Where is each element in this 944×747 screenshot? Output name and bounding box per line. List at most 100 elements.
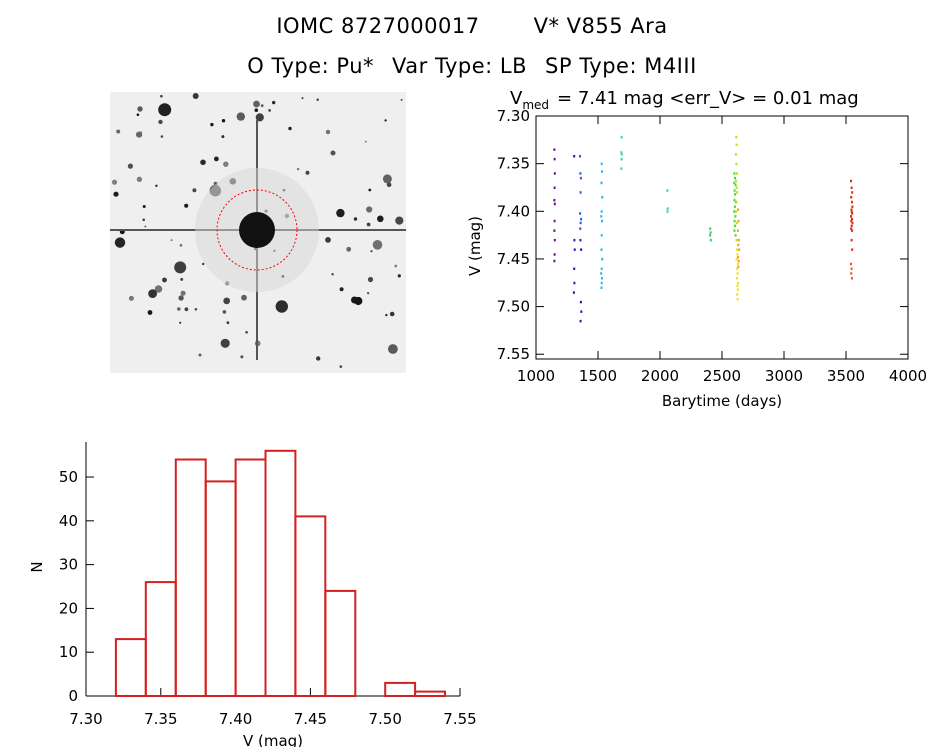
lightcurve-point [553, 186, 556, 189]
finder-star [330, 150, 336, 156]
lightcurve-point [735, 257, 738, 261]
lightcurve-point [600, 286, 603, 289]
finder-star [397, 274, 401, 278]
finder-star [202, 262, 205, 266]
histogram-bar [324, 589, 357, 698]
lightcurve-point [572, 291, 575, 294]
histogram-ytick-label: 20 [59, 599, 78, 617]
lightcurve-point [851, 205, 854, 208]
finder-star [395, 216, 404, 225]
lightcurve-point [601, 219, 603, 223]
star-name: V* V855 Ara [533, 14, 668, 38]
lightcurve-point [851, 248, 854, 251]
lightcurve-point [735, 179, 738, 183]
finder-star [389, 311, 395, 317]
var-type: Var Type: LB [392, 54, 528, 78]
histogram-bars [114, 449, 447, 698]
finder-star [111, 179, 118, 185]
finder-star [339, 287, 344, 292]
lightcurve-point [733, 189, 736, 192]
lightcurve-point [733, 205, 736, 208]
finder-star [113, 191, 119, 197]
histogram-bar [234, 458, 267, 697]
finder-star [301, 97, 304, 100]
finder-star [180, 290, 186, 296]
lightcurve-point [709, 227, 712, 230]
chart-title-types: O Type: Pu* Var Type: LB SP Type: M4III [0, 54, 944, 78]
finder-star [245, 331, 248, 334]
lightcurve-point [850, 210, 853, 213]
lightcurve-point [735, 277, 738, 280]
finder-star [296, 167, 300, 171]
lightcurve-point [580, 248, 583, 251]
lightcurve-point [734, 176, 736, 180]
finder-star [178, 295, 184, 301]
o-type: O Type: Pu* [247, 54, 375, 78]
lightcurve-point [709, 238, 712, 242]
lightcurve-point [600, 181, 603, 185]
lightcurve-point [553, 148, 556, 151]
finder-star [142, 218, 145, 222]
lightcurve-point [851, 217, 853, 221]
lightcurve-point [850, 186, 853, 189]
lightcurve-frame [535, 115, 909, 360]
lightcurve-point [734, 193, 737, 196]
histogram-bar [114, 638, 147, 697]
finder-star [198, 353, 202, 357]
lightcurve-point [553, 259, 556, 263]
lightcurve-point [850, 219, 853, 223]
finder-star [223, 161, 229, 167]
lightcurve-point [737, 259, 740, 263]
finder-star [240, 355, 244, 359]
lightcurve-point [579, 221, 582, 225]
finder-star [305, 170, 310, 175]
lightcurve-point [735, 200, 738, 204]
lightcurve-point [601, 170, 603, 173]
lightcurve-point [735, 186, 738, 189]
lightcurve-point [553, 219, 556, 223]
lightcurve-point [735, 238, 738, 242]
lightcurve-point [601, 257, 604, 261]
lightcurve-point [736, 229, 739, 232]
lightcurve-point [737, 243, 740, 247]
lightcurve-xtick-label: 3000 [765, 367, 803, 385]
lightcurve-point [734, 215, 737, 218]
finder-star [114, 237, 126, 248]
finder-star [116, 129, 121, 134]
sp-type: SP Type: M4III [545, 54, 697, 78]
histogram-bar [144, 581, 177, 697]
finder-star [226, 321, 230, 325]
lightcurve-point [737, 265, 740, 269]
lightcurve-point [735, 162, 738, 166]
lightcurve-xtick-label: 1500 [579, 367, 617, 385]
lightcurve-point [734, 210, 737, 213]
finder-star [220, 338, 230, 348]
histogram-plot: 7.30 7.35 7.40 7.45 7.50 7.55 0 10 20 30 40 50 V (m… [28, 442, 477, 747]
lightcurve-point [737, 281, 740, 285]
lightcurve-ytick-label: 7.45 [497, 250, 530, 268]
lightcurve-xtick-label: 2000 [641, 367, 679, 385]
lightcurve-point [600, 234, 603, 237]
histogram-xtick-label: 7.40 [219, 710, 252, 728]
lightcurve-point [553, 198, 556, 202]
lightcurve-point [579, 172, 582, 175]
finder-star [136, 113, 140, 116]
lightcurve-ytick-label: 7.40 [497, 202, 530, 220]
finder-star [382, 174, 392, 184]
finder-star [370, 250, 373, 253]
lightcurve-point [580, 217, 583, 221]
lightcurve-point [733, 181, 736, 185]
lightcurve-point [850, 267, 853, 270]
lightcurve-point [573, 155, 576, 158]
object-id: IOMC 8727000017 [276, 14, 480, 38]
finder-star [154, 285, 163, 293]
lightcurve-point [850, 262, 852, 266]
histogram-bar [204, 480, 237, 697]
finder-star [158, 119, 163, 125]
lightcurve-point [579, 319, 582, 323]
finder-star [316, 98, 319, 101]
histogram-ytick-label: 0 [68, 687, 78, 705]
finder-star [366, 222, 371, 227]
lightcurve-point [579, 227, 582, 230]
